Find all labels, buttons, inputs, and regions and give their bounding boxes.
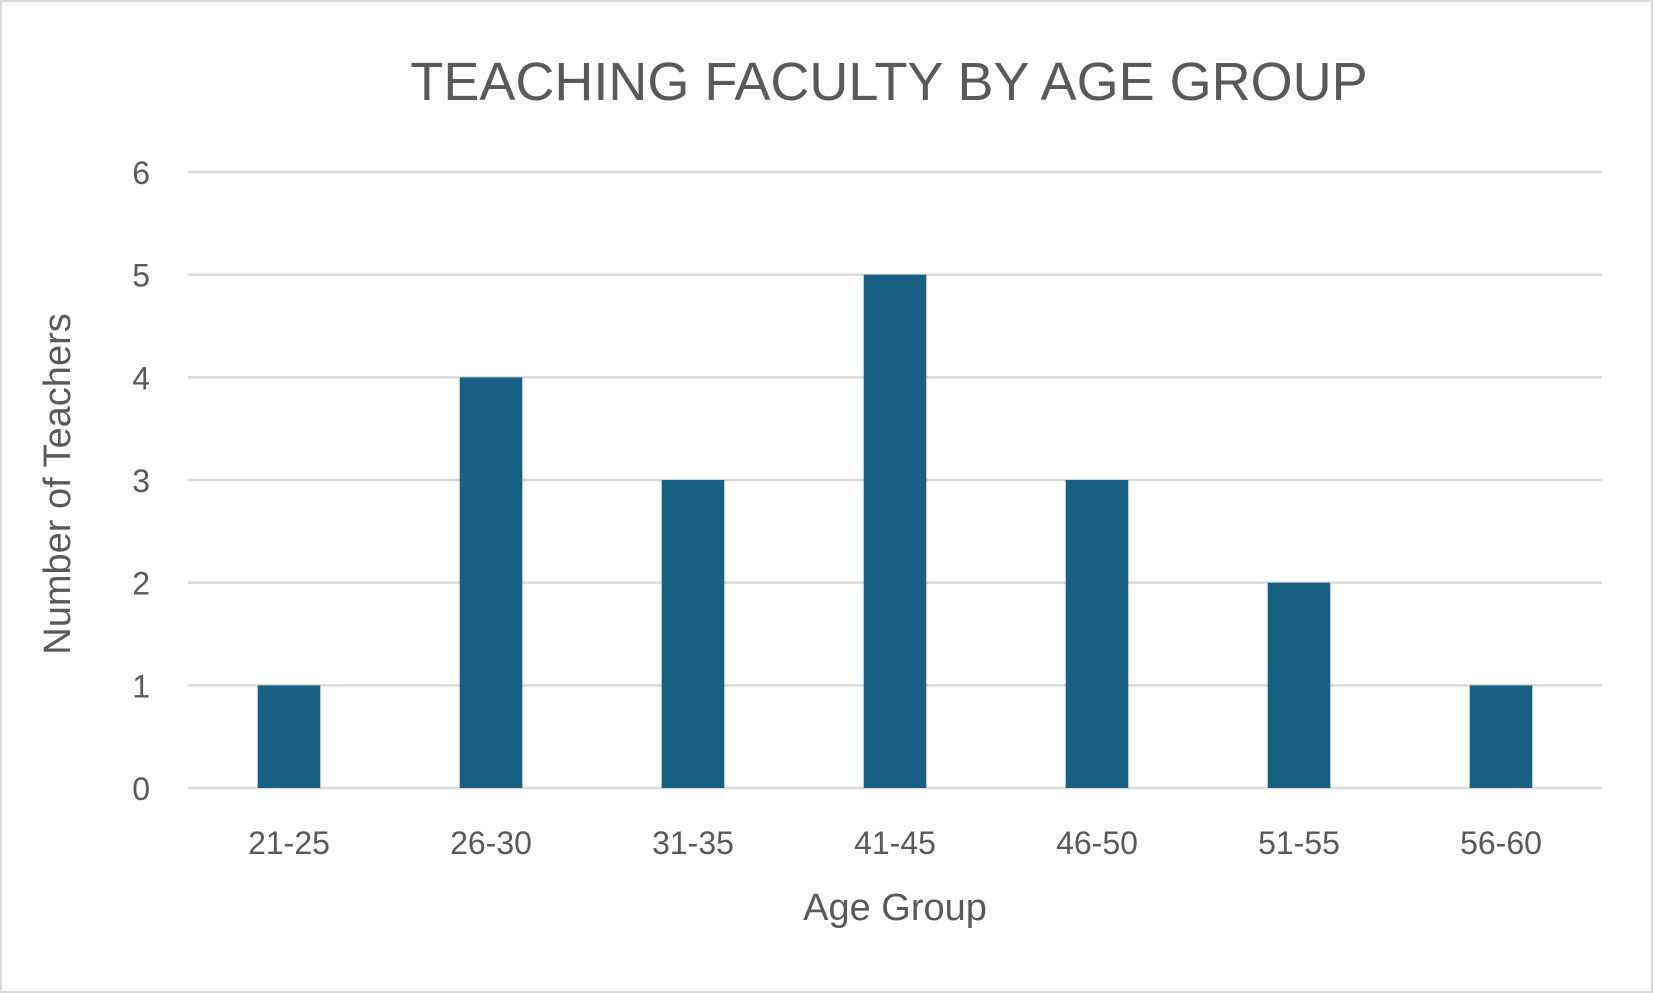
x-tick-label: 56-60 — [1460, 825, 1542, 861]
y-tick-label: 1 — [132, 668, 150, 704]
x-tick-label: 51-55 — [1258, 825, 1340, 861]
bar-51-55 — [1267, 582, 1331, 788]
x-axis-title: Age Group — [803, 887, 987, 929]
x-tick-label: 41-45 — [854, 825, 936, 861]
bar-46-50 — [1065, 480, 1129, 788]
x-tick-label: 26-30 — [450, 825, 532, 861]
bar-31-35 — [661, 480, 725, 788]
x-tick-label: 21-25 — [248, 825, 330, 861]
y-tick-label: 3 — [132, 463, 150, 499]
bars — [257, 274, 1533, 789]
y-axis-ticks: 0 1 2 3 4 5 6 — [132, 155, 150, 807]
bar-26-30 — [459, 377, 523, 788]
x-axis-ticks: 21-25 26-30 31-35 41-45 46-50 51-55 56-60 — [248, 825, 1542, 861]
bar-21-25 — [257, 685, 321, 788]
y-tick-label: 5 — [132, 258, 150, 294]
chart-title: TEACHING FACULTY BY AGE GROUP — [410, 52, 1367, 112]
x-tick-label: 46-50 — [1056, 825, 1138, 861]
bar-56-60 — [1469, 685, 1533, 788]
y-tick-label: 0 — [132, 771, 150, 807]
y-tick-label: 6 — [132, 155, 150, 191]
x-tick-label: 31-35 — [652, 825, 734, 861]
y-tick-label: 4 — [132, 360, 150, 396]
y-axis-title: Number of Teachers — [37, 313, 79, 654]
y-tick-label: 2 — [132, 566, 150, 602]
bar-41-45 — [863, 274, 927, 789]
